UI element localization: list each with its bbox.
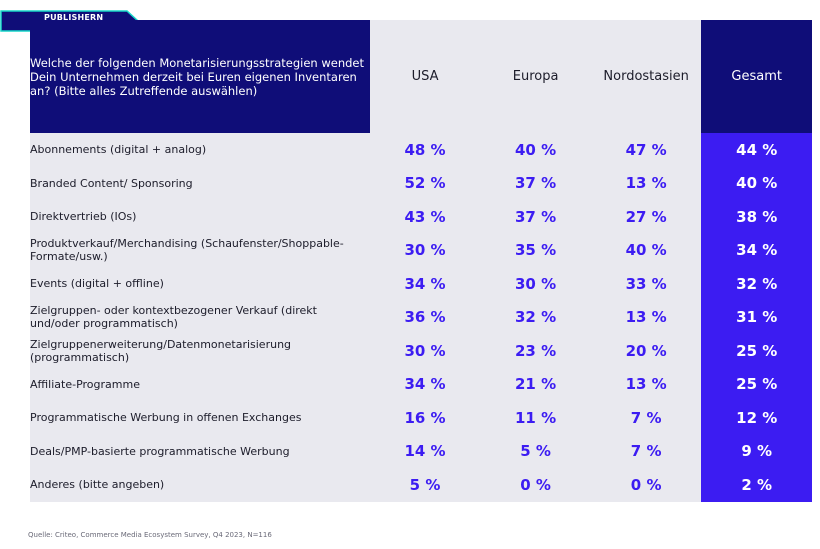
value-europa: 35 % xyxy=(480,233,591,267)
row-label: Direktvertrieb (IOs) xyxy=(30,200,370,234)
value-europa: 0 % xyxy=(480,468,591,502)
table-row: Deals/PMP-basierte programmatische Werbu… xyxy=(30,434,812,468)
value-nordostasien: 20 % xyxy=(590,334,702,368)
value-nordostasien: 0 % xyxy=(590,468,702,502)
row-label: Deals/PMP-basierte programmatische Werbu… xyxy=(30,434,370,468)
row-label: Programmatische Werbung in offenen Excha… xyxy=(30,401,370,435)
row-label: Affiliate-Programme xyxy=(30,367,370,401)
value-gesamt: 32 % xyxy=(701,267,812,301)
value-gesamt: 38 % xyxy=(701,200,812,234)
value-gesamt: 31 % xyxy=(701,300,812,334)
table-row: Zielgruppenerweiterung/Datenmonetarisier… xyxy=(30,334,812,368)
row-label: Branded Content/ Sponsoring xyxy=(30,166,370,200)
value-gesamt: 25 % xyxy=(701,334,812,368)
value-usa: 30 % xyxy=(369,233,481,267)
value-usa: 52 % xyxy=(369,166,481,200)
value-europa: 37 % xyxy=(480,200,591,234)
survey-table: Welche der folgenden Monetarisierungsstr… xyxy=(30,20,812,502)
value-gesamt: 44 % xyxy=(701,133,812,167)
row-label: Anderes (bitte angeben) xyxy=(30,468,370,502)
value-europa: 40 % xyxy=(480,133,591,167)
header-row: Welche der folgenden Monetarisierungsstr… xyxy=(30,20,812,133)
value-europa: 5 % xyxy=(480,434,591,468)
value-nordostasien: 7 % xyxy=(590,434,702,468)
value-gesamt: 34 % xyxy=(701,233,812,267)
value-gesamt: 40 % xyxy=(701,166,812,200)
source-note: Quelle: Criteo, Commerce Media Ecosystem… xyxy=(28,531,272,539)
row-label: Events (digital + offline) xyxy=(30,267,370,301)
value-gesamt: 2 % xyxy=(701,468,812,502)
value-europa: 23 % xyxy=(480,334,591,368)
table-row: Direktvertrieb (IOs) 43 % 37 % 27 % 38 % xyxy=(30,200,812,234)
value-usa: 43 % xyxy=(369,200,481,234)
value-usa: 30 % xyxy=(369,334,481,368)
table-row: Programmatische Werbung in offenen Excha… xyxy=(30,401,812,435)
value-usa: 34 % xyxy=(369,367,481,401)
value-gesamt: 9 % xyxy=(701,434,812,468)
value-gesamt: 12 % xyxy=(701,401,812,435)
value-usa: 36 % xyxy=(369,300,481,334)
row-label: Abonnements (digital + analog) xyxy=(30,133,370,167)
table-row: Anderes (bitte angeben) 5 % 0 % 0 % 2 % xyxy=(30,468,812,502)
value-usa: 34 % xyxy=(369,267,481,301)
value-nordostasien: 13 % xyxy=(590,367,702,401)
value-europa: 11 % xyxy=(480,401,591,435)
column-header-usa: USA xyxy=(369,20,481,133)
table-row: Affiliate-Programme 34 % 21 % 13 % 25 % xyxy=(30,367,812,401)
table-row: Events (digital + offline) 34 % 30 % 33 % 32… xyxy=(30,267,812,301)
value-nordostasien: 27 % xyxy=(590,200,702,234)
value-europa: 30 % xyxy=(480,267,591,301)
column-header-nordostasien: Nordostasien xyxy=(590,20,702,133)
value-usa: 48 % xyxy=(369,133,481,167)
row-label: Produktverkauf/Merchandising (Schaufenst… xyxy=(30,233,370,267)
value-gesamt: 25 % xyxy=(701,367,812,401)
row-label: Zielgruppen- oder kontextbezogener Verka… xyxy=(30,300,370,334)
value-europa: 37 % xyxy=(480,166,591,200)
value-usa: 16 % xyxy=(369,401,481,435)
question-header: Welche der folgenden Monetarisierungsstr… xyxy=(30,20,370,133)
value-nordostasien: 13 % xyxy=(590,300,702,334)
value-europa: 32 % xyxy=(480,300,591,334)
table-row: Abonnements (digital + analog) 48 % 40 % 47… xyxy=(30,133,812,167)
value-nordostasien: 47 % xyxy=(590,133,702,167)
value-nordostasien: 7 % xyxy=(590,401,702,435)
value-europa: 21 % xyxy=(480,367,591,401)
table-row: Zielgruppen- oder kontextbezogener Verka… xyxy=(30,300,812,334)
table-row: Produktverkauf/Merchandising (Schaufenst… xyxy=(30,233,812,267)
value-nordostasien: 40 % xyxy=(590,233,702,267)
value-nordostasien: 13 % xyxy=(590,166,702,200)
column-header-europa: Europa xyxy=(480,20,591,133)
value-nordostasien: 33 % xyxy=(590,267,702,301)
column-header-gesamt: Gesamt xyxy=(701,20,812,133)
table-row: Branded Content/ Sponsoring 52 % 37 % 13 % 4… xyxy=(30,166,812,200)
tag-label: PUBLISHERN xyxy=(44,13,104,22)
value-usa: 5 % xyxy=(369,468,481,502)
value-usa: 14 % xyxy=(369,434,481,468)
row-label: Zielgruppenerweiterung/Datenmonetarisier… xyxy=(30,334,370,368)
